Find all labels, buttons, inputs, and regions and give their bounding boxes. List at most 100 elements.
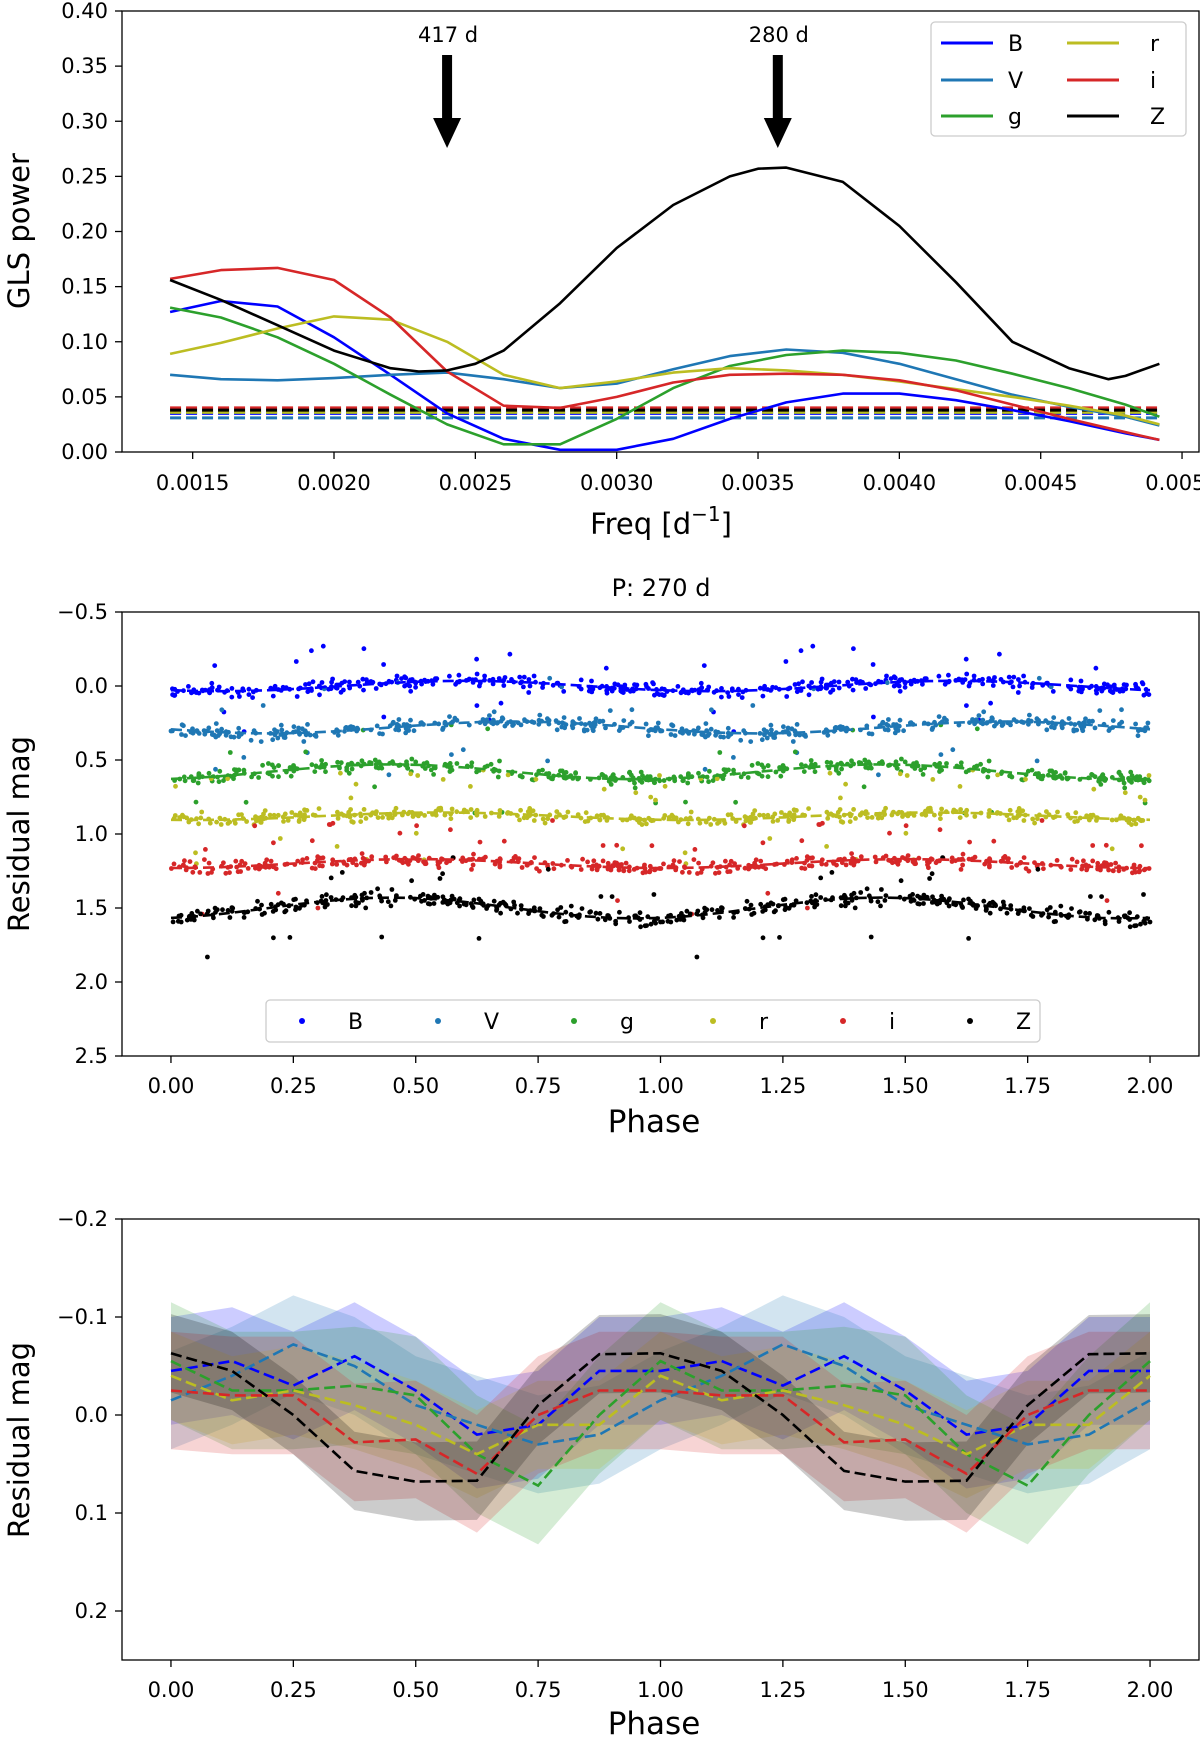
data-point-z <box>1099 894 1104 899</box>
data-point-i <box>903 823 909 829</box>
data-point-i <box>1133 869 1138 875</box>
data-point-i <box>477 839 483 845</box>
data-point-i <box>591 858 597 864</box>
data-point-b <box>871 714 876 720</box>
data-point-b <box>784 694 790 699</box>
data-point-z <box>695 908 701 914</box>
x-tick-label: 0.0040 <box>863 471 936 495</box>
data-point-i <box>1081 858 1086 864</box>
data-point-b <box>186 684 191 689</box>
x-tick-label: 1.75 <box>1004 1074 1051 1098</box>
data-point-i <box>1113 860 1118 866</box>
data-point-g <box>1129 779 1134 785</box>
data-point-i <box>883 853 889 859</box>
data-point-b <box>651 681 656 687</box>
data-point-i <box>895 861 901 867</box>
data-point-v <box>757 731 763 736</box>
data-point-r <box>923 812 929 818</box>
data-point-z <box>562 919 567 925</box>
data-point-g <box>485 763 490 769</box>
data-point-z <box>1147 919 1153 925</box>
data-point-r <box>518 807 523 813</box>
data-point-b <box>181 688 186 694</box>
data-point-b <box>792 682 798 687</box>
data-point-z <box>744 898 750 904</box>
data-point-b <box>1006 674 1012 680</box>
data-point-g <box>372 757 378 763</box>
data-point-i <box>616 867 622 873</box>
data-point-z <box>709 907 715 913</box>
data-point-g <box>661 778 667 783</box>
data-point-v <box>794 722 800 727</box>
data-point-r <box>998 811 1003 816</box>
data-point-b <box>342 679 348 684</box>
data-point-z <box>852 905 858 911</box>
data-point-r <box>1044 809 1049 814</box>
data-point-z <box>195 908 200 914</box>
data-point-v <box>1074 727 1080 733</box>
data-point-b <box>309 648 314 654</box>
data-point-v <box>929 727 935 732</box>
data-point-r <box>1007 807 1013 813</box>
data-point-b <box>1093 688 1099 693</box>
data-point-i <box>1026 868 1032 874</box>
data-point-r <box>620 846 626 852</box>
data-point-v <box>350 724 356 730</box>
data-point-z <box>1142 920 1148 926</box>
data-point-b <box>760 693 766 699</box>
data-point-z <box>427 901 433 907</box>
data-point-z <box>898 878 904 884</box>
data-point-i <box>716 870 722 875</box>
data-point-i <box>268 858 274 864</box>
data-point-z <box>1116 919 1122 924</box>
data-point-z <box>617 909 622 915</box>
data-point-v <box>403 730 409 736</box>
data-point-r <box>765 812 771 818</box>
data-point-g <box>1039 776 1045 782</box>
x-tick-label: 0.0045 <box>1004 471 1077 495</box>
data-point-i <box>732 861 737 866</box>
data-point-z <box>339 870 345 875</box>
data-point-r <box>1137 794 1143 800</box>
data-point-r <box>1129 822 1134 827</box>
data-point-g <box>338 760 344 766</box>
data-point-b <box>329 679 334 685</box>
data-point-b <box>806 692 812 698</box>
data-point-r <box>373 811 379 817</box>
data-point-i <box>677 859 682 864</box>
data-point-v <box>938 752 944 757</box>
data-point-v <box>1119 707 1124 713</box>
data-point-v <box>449 752 454 757</box>
data-point-z <box>268 901 274 907</box>
data-point-b <box>810 643 816 649</box>
x-tick-label: 2.00 <box>1127 1074 1174 1098</box>
data-point-i <box>448 827 453 833</box>
data-point-r <box>468 807 474 812</box>
data-point-z <box>255 898 260 904</box>
data-point-b <box>482 673 487 679</box>
data-point-g <box>260 762 265 768</box>
data-point-g <box>733 799 738 805</box>
data-point-v <box>864 723 870 729</box>
data-point-i <box>190 869 196 875</box>
data-point-i <box>1103 860 1109 866</box>
data-point-i <box>713 870 718 876</box>
data-point-r <box>1109 846 1115 852</box>
data-point-b <box>980 681 986 687</box>
series-line-z <box>169 166 1160 381</box>
data-point-b <box>609 688 615 694</box>
data-point-i <box>834 862 839 868</box>
data-point-i <box>242 861 248 866</box>
legend-label-r: r <box>759 1010 769 1035</box>
data-point-i <box>1009 865 1015 870</box>
data-point-r <box>338 770 343 776</box>
data-point-b <box>413 684 418 690</box>
data-point-b <box>988 700 993 706</box>
data-point-v <box>646 733 651 739</box>
data-point-v <box>491 709 497 715</box>
data-point-i <box>910 859 916 865</box>
data-point-r <box>633 790 639 796</box>
data-point-i <box>600 858 606 864</box>
data-point-i <box>843 862 849 868</box>
data-point-r <box>449 806 455 812</box>
